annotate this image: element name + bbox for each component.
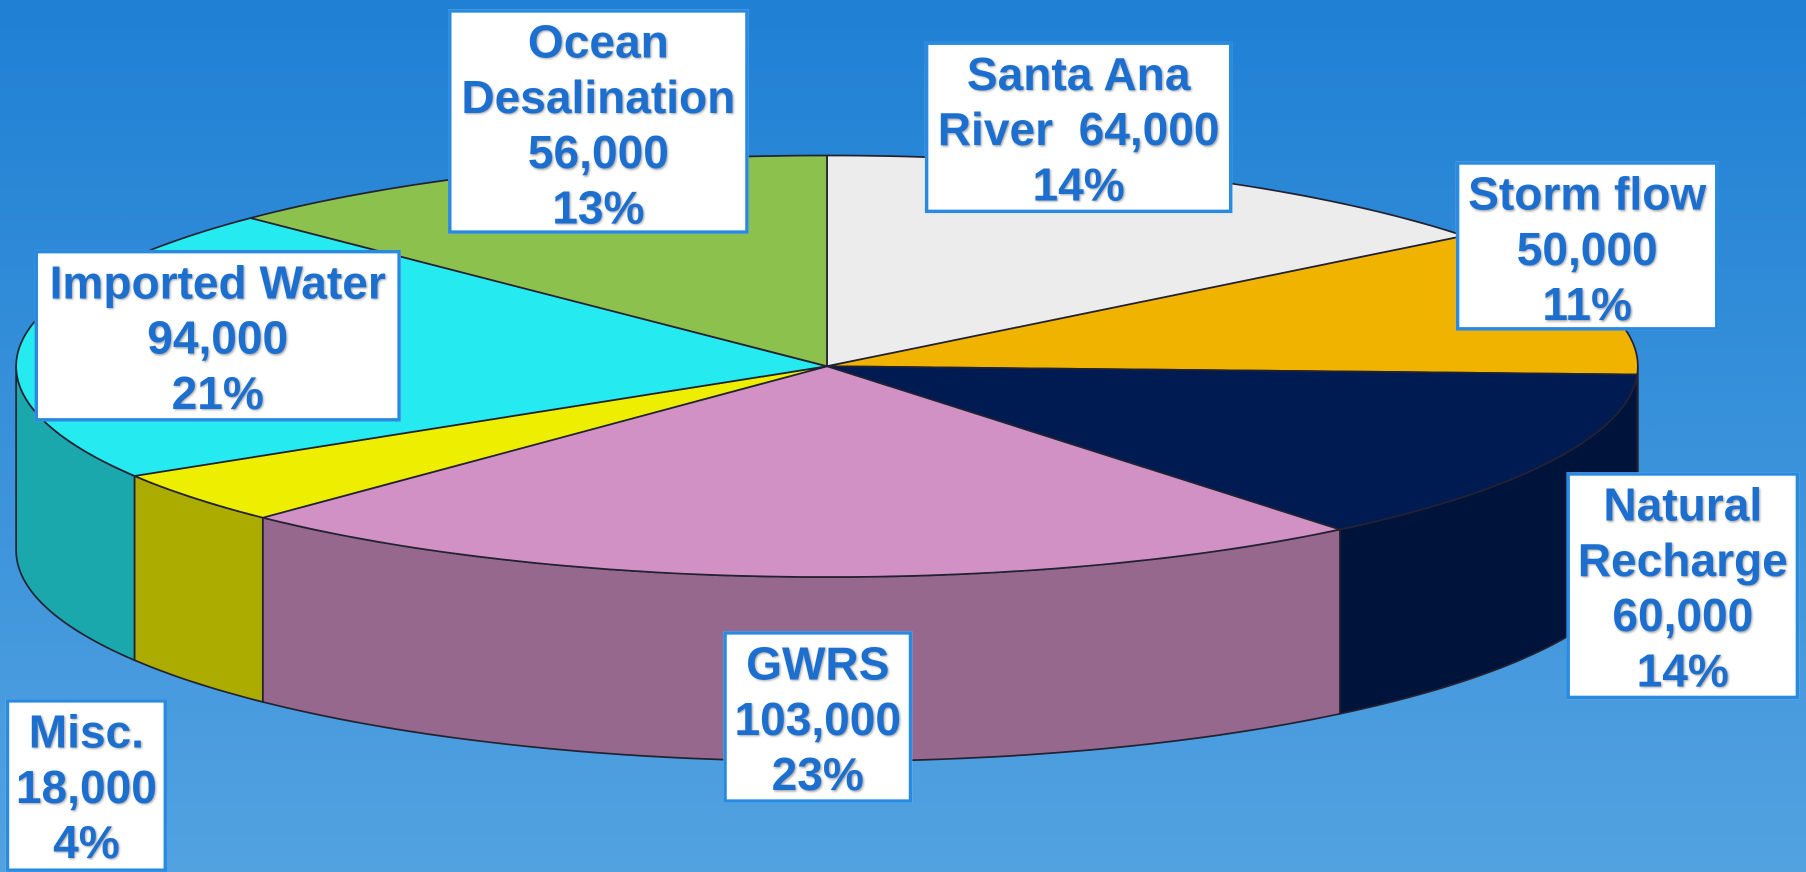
pie-slice bbox=[262, 365, 1344, 578]
value-label: 103,000 bbox=[734, 694, 902, 746]
data-label: Imported Water 94,000 21% bbox=[34, 249, 401, 422]
data-label: Santa Ana River 64,000 14% bbox=[924, 41, 1233, 214]
percent-label: 13% bbox=[552, 183, 645, 234]
value-label: 18,000 bbox=[15, 762, 157, 814]
category-label: Imported Water bbox=[49, 258, 386, 309]
category-label: Storm flow bbox=[1468, 169, 1707, 220]
category-label: Ocean Desalination bbox=[461, 17, 736, 124]
percent-label: 11% bbox=[1542, 279, 1633, 331]
percent-label: 21% bbox=[171, 368, 264, 420]
value-label: 56,000 bbox=[527, 127, 669, 179]
data-label: Ocean Desalination 56,000 13% bbox=[448, 9, 749, 234]
percent-label: 14% bbox=[1636, 646, 1729, 697]
category-label: Natural Recharge bbox=[1577, 480, 1788, 587]
pie-slice bbox=[826, 365, 1639, 531]
category-label: GWRS bbox=[746, 639, 890, 690]
pie-slice bbox=[131, 365, 828, 519]
data-label: Storm flow 50,000 11% bbox=[1455, 161, 1719, 331]
value-label: 50,000 bbox=[1516, 224, 1658, 276]
percent-label: 4% bbox=[53, 817, 120, 869]
data-label: GWRS 103,000 23% bbox=[723, 631, 913, 803]
percent-label: 23% bbox=[771, 749, 864, 801]
data-label: Natural Recharge 60,000 14% bbox=[1566, 472, 1800, 700]
percent-label: 14% bbox=[1032, 160, 1125, 211]
value-label: 60,000 bbox=[1612, 590, 1754, 642]
category-label: Misc. bbox=[28, 707, 144, 758]
value-label: 64,000 bbox=[1078, 104, 1220, 156]
category-label: Santa Ana River bbox=[937, 49, 1191, 156]
value-label: 94,000 bbox=[147, 313, 289, 364]
data-label: Misc. 18,000 4% bbox=[5, 699, 168, 872]
